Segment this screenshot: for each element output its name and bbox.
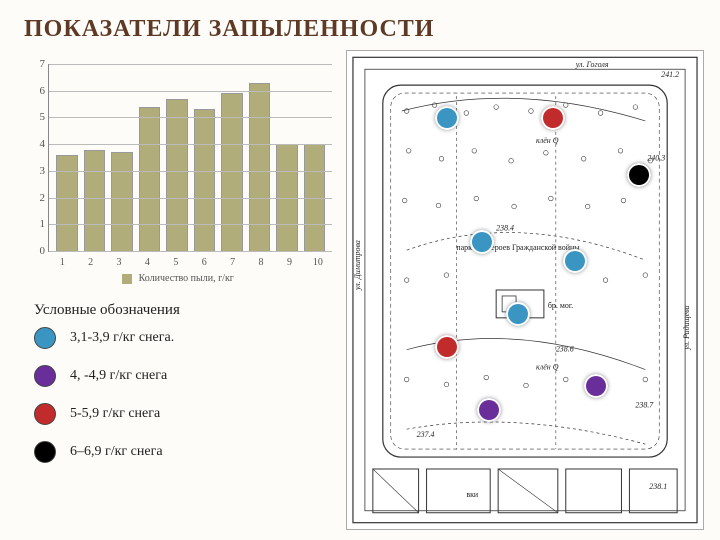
svg-text:238.7: 238.7 [635,400,654,409]
grid-line [49,198,332,199]
x-tick-label: 4 [133,257,161,268]
chart-bar [166,99,188,251]
grid-line [49,171,332,172]
x-tick-label: 1 [48,257,76,268]
svg-text:241.2: 241.2 [661,70,679,79]
svg-text:237.4: 237.4 [417,430,435,439]
legend-item: 5-5,9 г/кг снега [34,403,180,425]
y-tick-label: 6 [29,85,45,97]
legend-dot [34,365,56,387]
svg-text:клён Q: клён Q [536,136,559,145]
svg-text:238.1: 238.1 [649,482,667,491]
x-tick-label: 2 [76,257,104,268]
chart-x-labels: 12345678910 [48,257,332,268]
grid-line [49,91,332,92]
svg-text:вки: вки [466,490,479,499]
legend-label: 4, -4,9 г/кг снега [70,368,167,384]
x-tick-label: 3 [105,257,133,268]
series-label: Количество пыли, г/кг [139,273,234,284]
chart-bars-container [49,64,332,251]
sample-point [506,302,530,326]
sample-point [584,374,608,398]
y-tick-label: 0 [29,245,45,257]
legend-item: 6–6,9 г/кг снега [34,441,180,463]
map-legend: Условные обозначения 3,1-3,9 г/кг снега.… [34,302,180,479]
svg-text:240.3: 240.3 [647,154,665,163]
y-tick-label: 7 [29,58,45,70]
x-tick-label: 8 [247,257,275,268]
chart-bar [111,152,133,251]
grid-line [49,144,332,145]
page-title: ПОКАЗАТЕЛИ ЗАПЫЛЕННОСТИ [24,16,434,43]
legend-label: 3,1-3,9 г/кг снега. [70,330,174,346]
svg-text:ул. Радищева: ул. Радищева [682,305,691,350]
legend-dot [34,441,56,463]
legend-item: 4, -4,9 г/кг снега [34,365,180,387]
y-tick-label: 5 [29,111,45,123]
chart-bar [56,155,78,251]
x-tick-label: 5 [162,257,190,268]
legend-dot [34,403,56,425]
grid-line [49,64,332,65]
svg-text:клён Q: клён Q [536,363,559,372]
legend-dot [34,327,56,349]
svg-text:ул. Гоголя: ул. Гоголя [575,60,609,69]
sample-point [435,106,459,130]
y-tick-label: 2 [29,192,45,204]
park-map: ул. Гоголя 241.2 клён Q 240.3 238.4 ул. … [346,50,704,530]
sample-point [563,249,587,273]
sample-point [477,398,501,422]
grid-line [49,224,332,225]
grid-line [49,251,332,252]
sample-point [435,335,459,359]
y-tick-label: 1 [29,218,45,230]
svg-text:238.4: 238.4 [496,223,514,232]
svg-text:ул. Димитрова: ул. Димитрова [353,240,362,291]
x-tick-label: 9 [275,257,303,268]
sample-point [627,163,651,187]
legend-label: 5-5,9 г/кг снега [70,406,160,422]
chart-series-legend: Количество пыли, г/кг [20,273,336,284]
map-svg: ул. Гоголя 241.2 клён Q 240.3 238.4 ул. … [347,51,703,529]
legend-item: 3,1-3,9 г/кг снега. [34,327,180,349]
legend-heading: Условные обозначения [34,302,180,319]
chart-bar [194,109,216,251]
series-swatch [122,274,132,284]
svg-text:бр. мог.: бр. мог. [548,301,573,310]
chart-plot-area: 01234567 [48,64,332,252]
chart-bar [249,83,271,251]
x-tick-label: 7 [218,257,246,268]
dust-bar-chart: 01234567 12345678910 Количество пыли, г/… [20,60,336,280]
y-tick-label: 4 [29,138,45,150]
legend-label: 6–6,9 г/кг снега [70,444,163,460]
x-tick-label: 6 [190,257,218,268]
x-tick-label: 10 [304,257,332,268]
chart-bar [84,150,106,252]
y-tick-label: 3 [29,165,45,177]
svg-text:238.6: 238.6 [556,345,574,354]
grid-line [49,117,332,118]
chart-bar [139,107,161,251]
